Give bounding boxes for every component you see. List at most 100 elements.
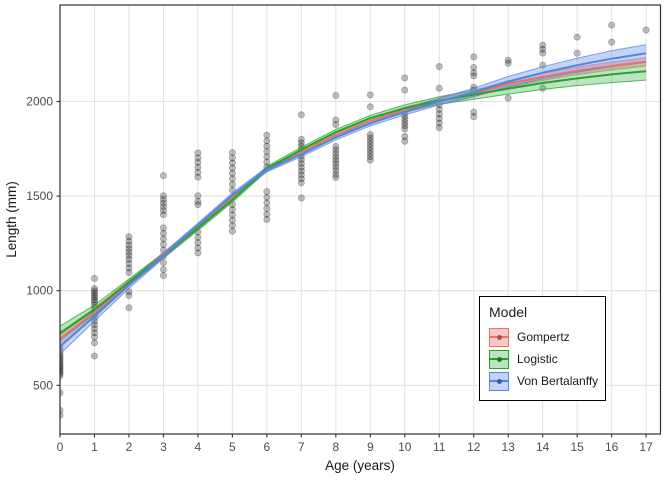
x-tick-label: 13 bbox=[502, 440, 516, 454]
data-point bbox=[366, 156, 374, 164]
x-tick-label: 8 bbox=[332, 440, 339, 454]
data-point bbox=[263, 216, 271, 224]
data-point bbox=[125, 259, 133, 267]
x-tick-label: 15 bbox=[570, 440, 584, 454]
data-point bbox=[332, 143, 340, 151]
data-point bbox=[263, 210, 271, 218]
data-point bbox=[332, 170, 340, 178]
x-axis: 0 1 2 3 4 5 6 7 8 9 10 11 12 13 14 15 16 17 bbox=[57, 434, 653, 454]
data-point bbox=[90, 294, 98, 302]
x-tick-label: 3 bbox=[160, 440, 167, 454]
data-point bbox=[125, 269, 133, 277]
y-tick-label: 1000 bbox=[26, 284, 53, 298]
data-point bbox=[194, 173, 202, 181]
data-point bbox=[90, 284, 98, 292]
data-point bbox=[435, 110, 443, 118]
data-point bbox=[228, 154, 236, 162]
data-point bbox=[263, 137, 271, 145]
y-tick-label: 1500 bbox=[26, 189, 53, 203]
x-tick-label: 9 bbox=[367, 440, 374, 454]
data-point bbox=[194, 249, 202, 257]
x-tick-label: 7 bbox=[298, 440, 305, 454]
data-point bbox=[297, 194, 305, 202]
data-point bbox=[90, 296, 98, 304]
data-point bbox=[366, 137, 374, 145]
data-point bbox=[297, 163, 305, 171]
x-tick-label: 12 bbox=[467, 440, 481, 454]
legend-key-swatch bbox=[489, 327, 509, 347]
data-point bbox=[159, 240, 167, 248]
data-point bbox=[539, 45, 547, 53]
data-point bbox=[90, 329, 98, 337]
data-point bbox=[332, 156, 340, 164]
data-point bbox=[263, 142, 271, 150]
data-point bbox=[263, 205, 271, 213]
data-point bbox=[297, 139, 305, 147]
data-point bbox=[401, 115, 409, 123]
x-tick-label: 1 bbox=[91, 440, 98, 454]
data-point bbox=[470, 63, 478, 71]
data-point bbox=[228, 180, 236, 188]
data-point bbox=[573, 33, 581, 41]
data-point bbox=[90, 352, 98, 360]
legend-item-label: Von Bertalanffy bbox=[517, 374, 599, 388]
data-point bbox=[194, 239, 202, 247]
data-point bbox=[435, 105, 443, 113]
legend-key-swatch bbox=[489, 349, 509, 369]
data-point bbox=[194, 233, 202, 241]
data-point bbox=[401, 133, 409, 141]
data-point bbox=[159, 196, 167, 204]
data-point bbox=[159, 272, 167, 280]
data-point bbox=[332, 121, 340, 129]
data-point bbox=[228, 169, 236, 177]
data-point bbox=[228, 159, 236, 167]
legend-item-label: Logistic bbox=[517, 352, 558, 366]
data-point bbox=[297, 135, 305, 143]
data-point bbox=[504, 59, 512, 67]
data-point bbox=[194, 158, 202, 166]
data-point bbox=[125, 233, 133, 241]
data-point bbox=[125, 241, 133, 249]
data-point bbox=[263, 147, 271, 155]
legend-item-von-bertalanffy: Von Bertalanffy bbox=[489, 370, 599, 392]
data-point bbox=[90, 325, 98, 333]
legend-items: Gompertz Logistic Von Bertalanffy bbox=[489, 326, 599, 392]
data-point bbox=[263, 193, 271, 201]
data-point bbox=[159, 259, 167, 267]
data-point bbox=[159, 229, 167, 237]
data-point bbox=[228, 211, 236, 219]
curve-logistic bbox=[60, 70, 647, 335]
data-point bbox=[435, 62, 443, 70]
x-tick-label: 11 bbox=[433, 440, 446, 454]
y-tick-label: 500 bbox=[33, 378, 53, 392]
y-axis: 500 1000 1500 2000 bbox=[26, 95, 60, 392]
data-point bbox=[332, 91, 340, 99]
data-point bbox=[159, 266, 167, 274]
data-point bbox=[263, 188, 271, 196]
data-point bbox=[125, 255, 133, 263]
data-point bbox=[332, 163, 340, 171]
data-point bbox=[470, 113, 478, 121]
data-point bbox=[159, 199, 167, 207]
data-point bbox=[332, 116, 340, 124]
data-point bbox=[470, 72, 478, 80]
data-point bbox=[608, 21, 616, 29]
data-point bbox=[297, 111, 305, 119]
data-point bbox=[194, 154, 202, 162]
data-point bbox=[435, 119, 443, 127]
legend-item-gompertz: Gompertz bbox=[489, 326, 596, 348]
x-axis-title: Age (years) bbox=[325, 458, 395, 473]
x-tick-label: 14 bbox=[536, 440, 550, 454]
data-point bbox=[263, 131, 271, 139]
data-point bbox=[90, 287, 98, 295]
ribbon-edge bbox=[60, 44, 647, 340]
x-tick-label: 2 bbox=[126, 440, 133, 454]
data-point bbox=[401, 122, 409, 130]
data-point bbox=[194, 201, 202, 209]
data-point bbox=[297, 160, 305, 168]
data-point bbox=[125, 245, 133, 253]
data-point bbox=[642, 26, 650, 34]
data-point bbox=[297, 171, 305, 179]
